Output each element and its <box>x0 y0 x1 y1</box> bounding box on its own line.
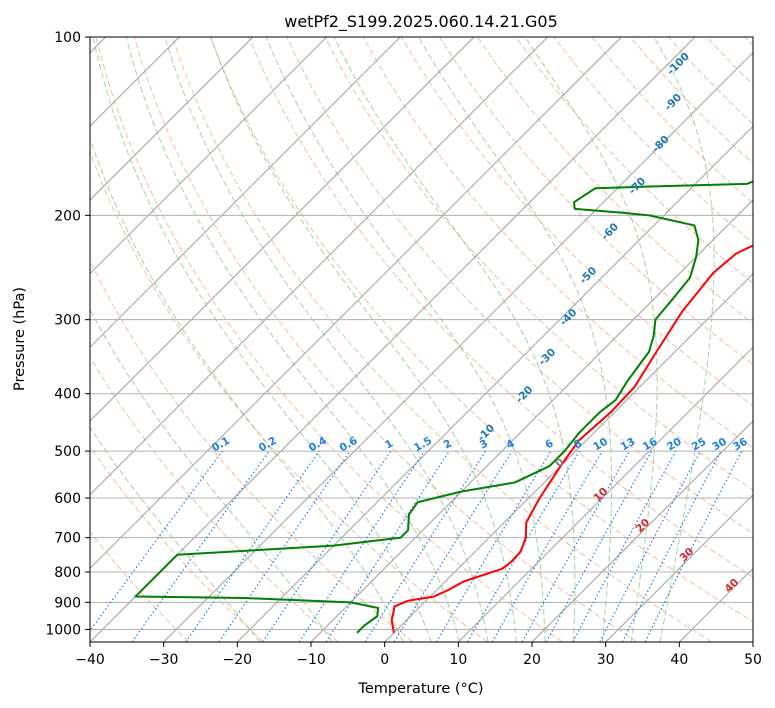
y-tick-label: 100 <box>54 30 81 46</box>
x-tick-label: −10 <box>296 652 326 668</box>
mixing-ratio-line <box>545 450 653 642</box>
isotherm-line <box>457 346 753 642</box>
moist-adiabat-line <box>210 37 517 642</box>
isotherm-line <box>236 125 753 642</box>
temperature-profile-line <box>390 244 753 633</box>
isotherm-line <box>90 37 475 422</box>
isotherm-line <box>605 493 753 642</box>
y-tick-label: 800 <box>54 565 81 581</box>
dry-adiabat-line <box>439 37 753 366</box>
isotherm-line <box>90 37 328 275</box>
y-tick-label: 700 <box>54 531 81 547</box>
isotherm-line <box>90 37 549 496</box>
moist-adiabat-line <box>265 37 546 642</box>
mixing-ratio-line <box>218 450 351 642</box>
mixing-ratio-line <box>393 450 513 642</box>
moist-adiabat-line <box>333 37 576 642</box>
x-tick-label: −40 <box>75 652 105 668</box>
x-axis-title: Temperature (°C) <box>357 681 483 697</box>
mixing-ratio-line <box>572 450 677 642</box>
moist-adiabat-line <box>164 37 489 642</box>
dry-adiabat-line <box>90 445 264 642</box>
isotherm-line <box>90 37 401 349</box>
isotherm-line <box>531 420 753 642</box>
mixing-ratio-line <box>325 450 450 642</box>
y-tick-label: 600 <box>54 491 81 507</box>
mixing-ratio-line <box>131 450 270 642</box>
x-tick-label: 0 <box>380 652 389 668</box>
moist-adiabat-line <box>524 37 658 642</box>
x-tick-label: 20 <box>523 652 541 668</box>
x-tick-label: 50 <box>744 652 762 668</box>
x-tick-label: 30 <box>597 652 615 668</box>
mixing-ratio-line <box>262 450 392 642</box>
x-tick-label: −30 <box>149 652 179 668</box>
dry-adiabat-line <box>95 37 563 642</box>
dry-adiabat-line <box>400 37 753 407</box>
y-tick-label: 400 <box>54 387 81 403</box>
y-tick-label: 300 <box>54 313 81 329</box>
dewpoint-profile-line <box>134 180 753 634</box>
dry-adiabat-line <box>248 37 753 578</box>
y-axis-title: Pressure (hPa) <box>12 287 28 391</box>
mixing-ratio-line <box>185 450 320 642</box>
x-tick-label: 10 <box>449 652 467 668</box>
moist-adiabat-line <box>90 136 404 642</box>
moist-adiabat-line <box>125 37 461 642</box>
moist-adiabat-line <box>653 37 715 642</box>
isotherm-line <box>90 37 254 201</box>
x-tick-label: 40 <box>670 652 688 668</box>
x-tick-label: −20 <box>223 652 253 668</box>
y-tick-label: 1000 <box>45 622 81 638</box>
moist-adiabat-line <box>418 37 613 642</box>
isotherm-line <box>310 199 753 642</box>
dry-adiabat-line <box>90 531 190 642</box>
isotherm-line <box>90 37 622 570</box>
dry-adiabat-line <box>210 37 753 623</box>
isotherm-line <box>384 272 753 642</box>
dry-adiabat-line <box>515 37 753 284</box>
y-tick-label: 500 <box>54 444 81 460</box>
y-tick-label: 900 <box>54 595 81 611</box>
chart-title: wetPf2_S199.2025.060.14.21.G05 <box>284 12 558 32</box>
mixing-ratio-line <box>521 450 631 642</box>
mixing-ratio-line <box>90 450 223 632</box>
isotherm-line <box>163 51 753 642</box>
mixing-ratio-line <box>298 450 425 642</box>
y-tick-label: 200 <box>54 208 81 224</box>
mixing-ratio-line <box>644 450 743 642</box>
dry-adiabat-line <box>90 150 488 642</box>
moist-adiabat-line <box>90 426 261 642</box>
isotherm-line <box>90 37 696 642</box>
